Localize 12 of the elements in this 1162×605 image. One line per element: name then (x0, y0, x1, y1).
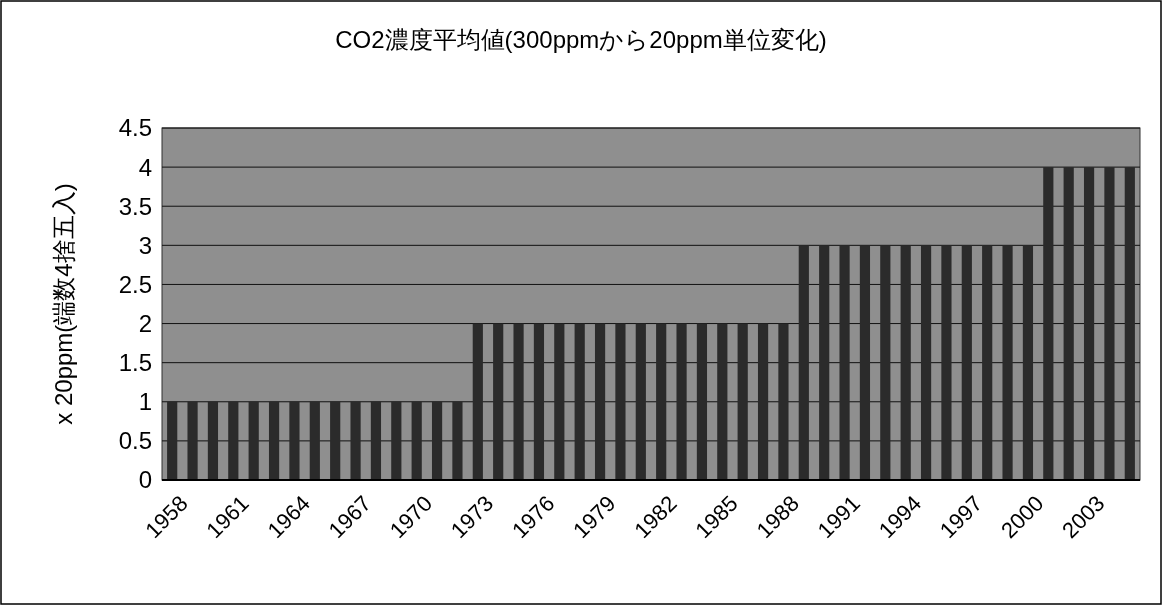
y-tick-label: 0.5 (118, 427, 152, 455)
chart-title: CO2濃度平均値(300ppmから20ppm単位変化) (335, 26, 827, 53)
y-tick-label: 2.5 (118, 270, 152, 298)
y-tick-label: 3.5 (118, 192, 152, 220)
y-tick-label: 0 (138, 466, 152, 494)
y-tick-label: 1 (138, 388, 152, 416)
y-tick-label: 1.5 (118, 349, 152, 377)
y-tick-label: 3 (138, 231, 152, 259)
y-tick-label: 2 (138, 309, 152, 337)
y-tick-label: 4 (138, 153, 152, 181)
y-axis-title: x 20ppm(端数4捨五入) (50, 183, 77, 425)
y-tick-label: 4.5 (118, 114, 152, 142)
